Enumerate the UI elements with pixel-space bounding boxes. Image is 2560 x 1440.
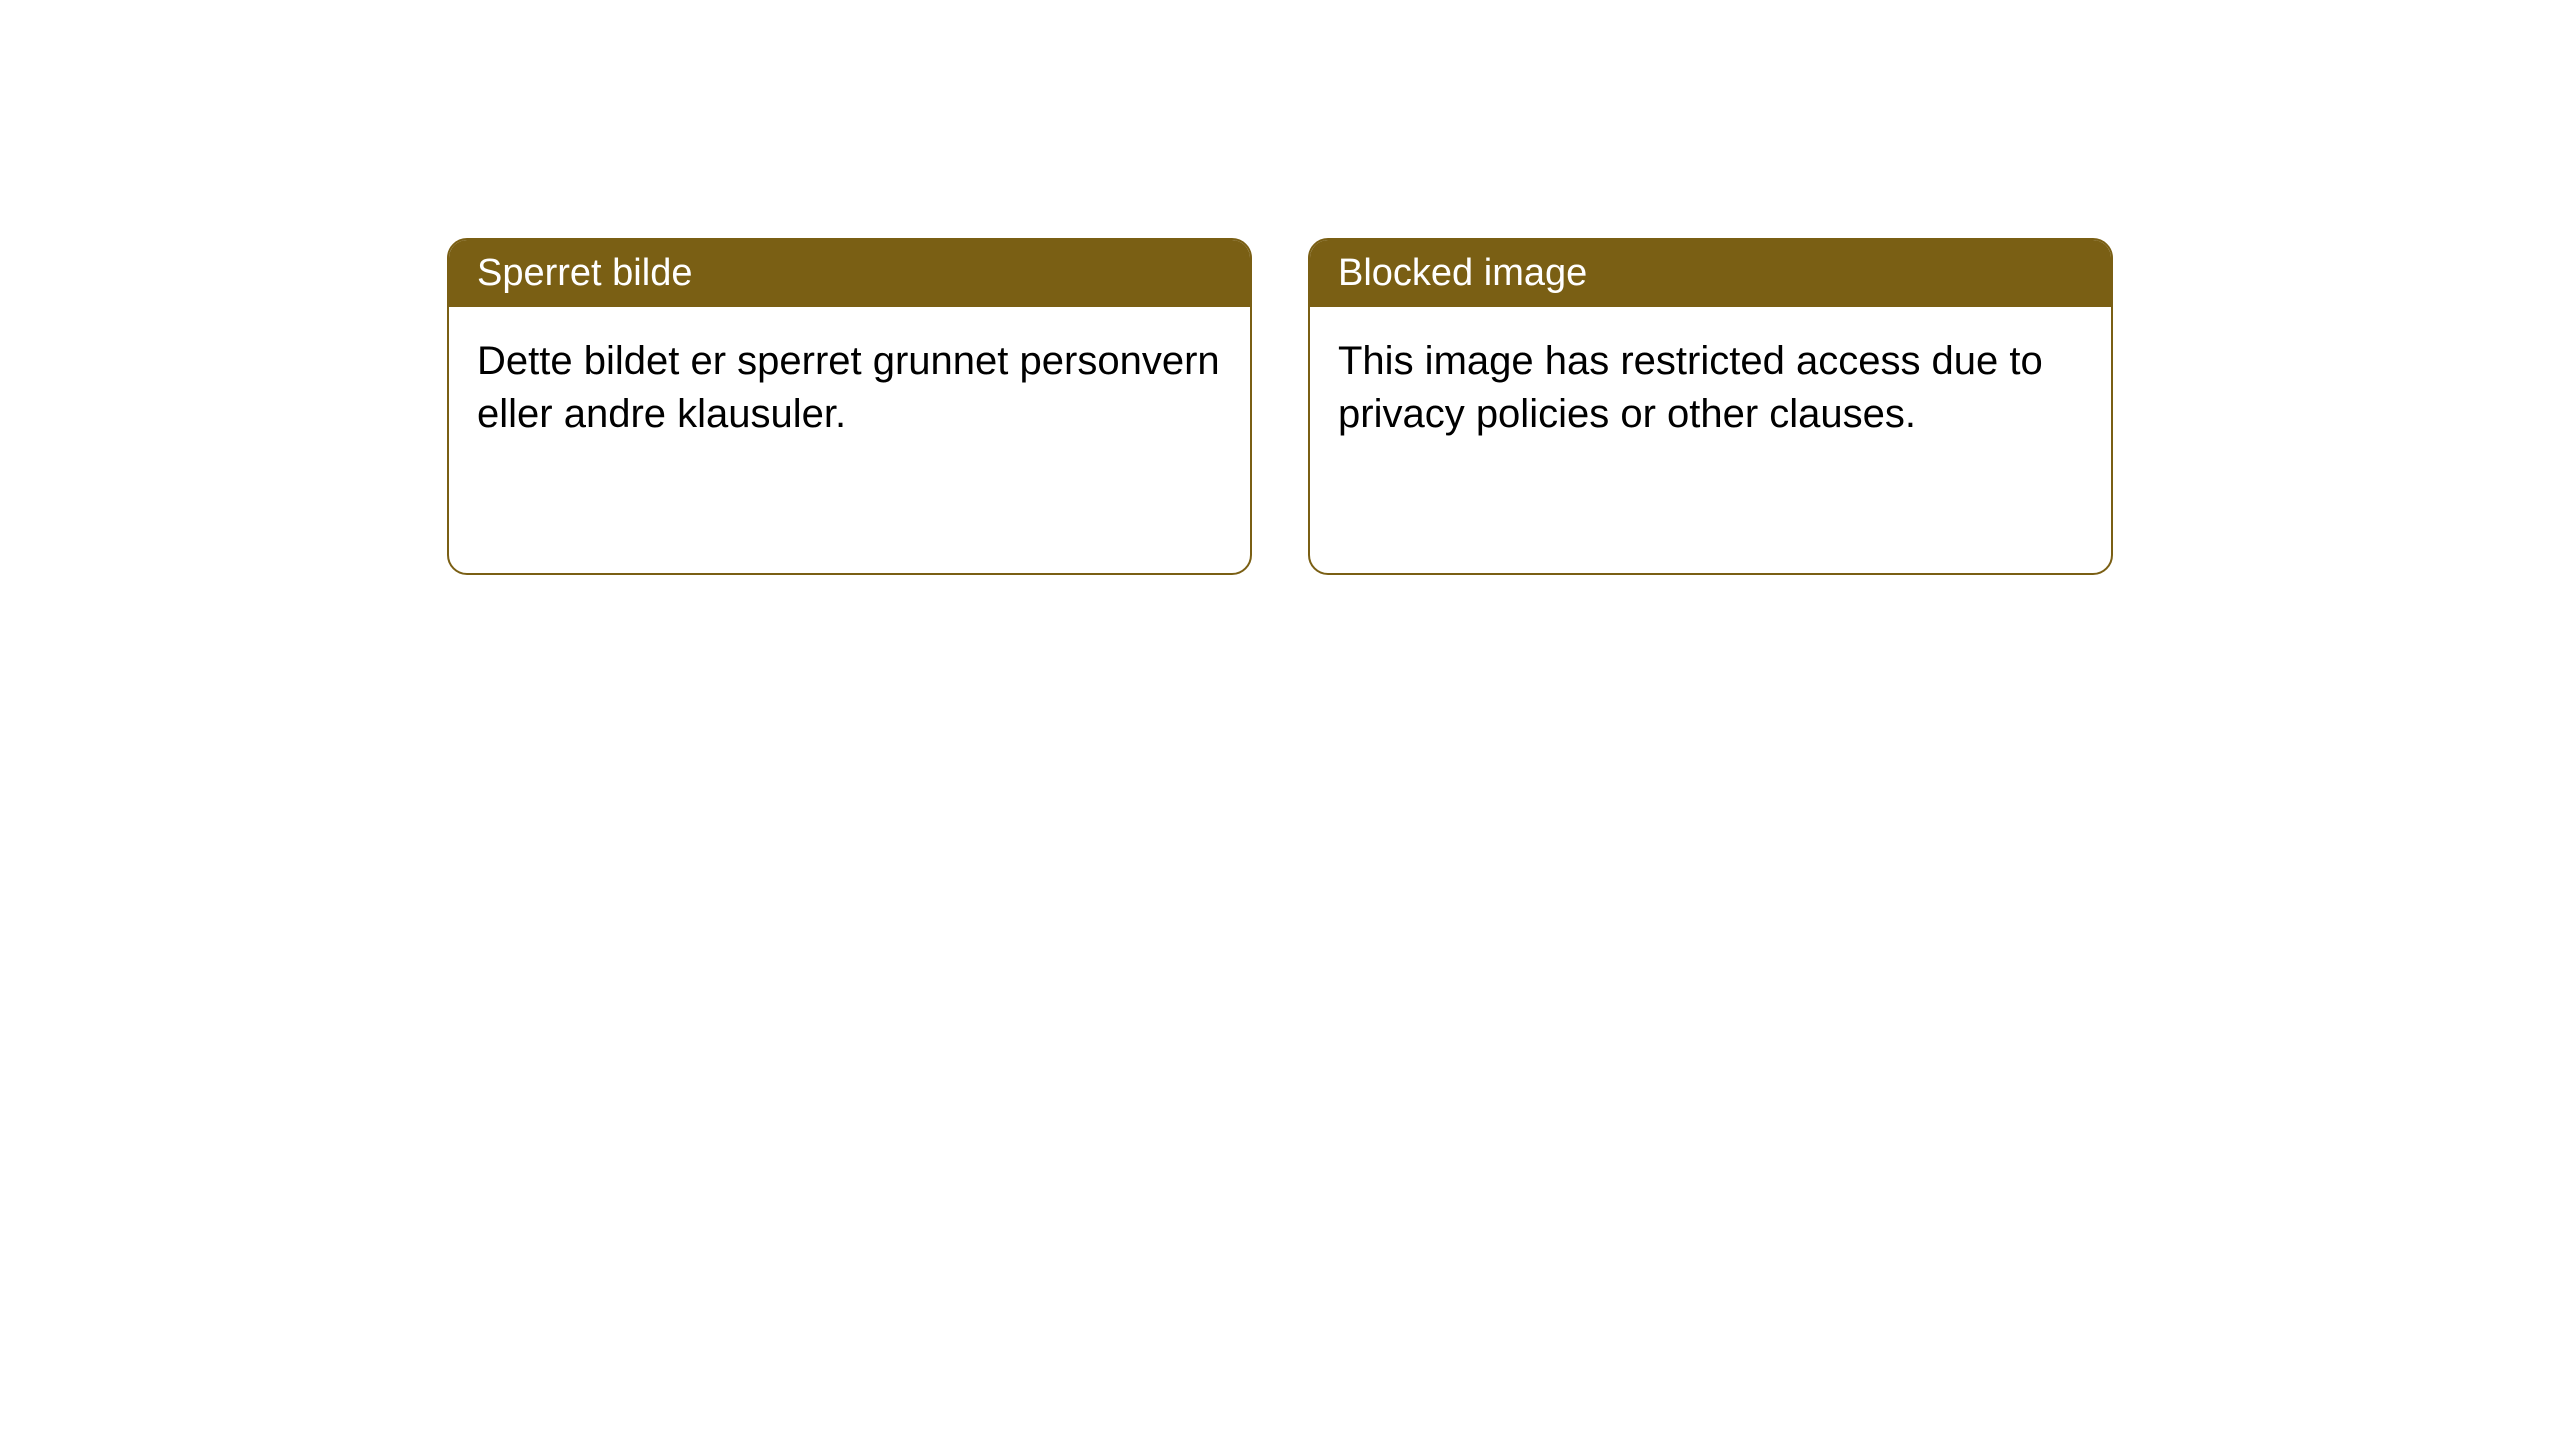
notice-body: Dette bildet er sperret grunnet personve… [449, 307, 1250, 469]
notice-container: Sperret bilde Dette bildet er sperret gr… [0, 0, 2560, 575]
notice-body: This image has restricted access due to … [1310, 307, 2111, 469]
notice-header: Blocked image [1310, 240, 2111, 307]
notice-header: Sperret bilde [449, 240, 1250, 307]
notice-box-english: Blocked image This image has restricted … [1308, 238, 2113, 575]
notice-box-norwegian: Sperret bilde Dette bildet er sperret gr… [447, 238, 1252, 575]
